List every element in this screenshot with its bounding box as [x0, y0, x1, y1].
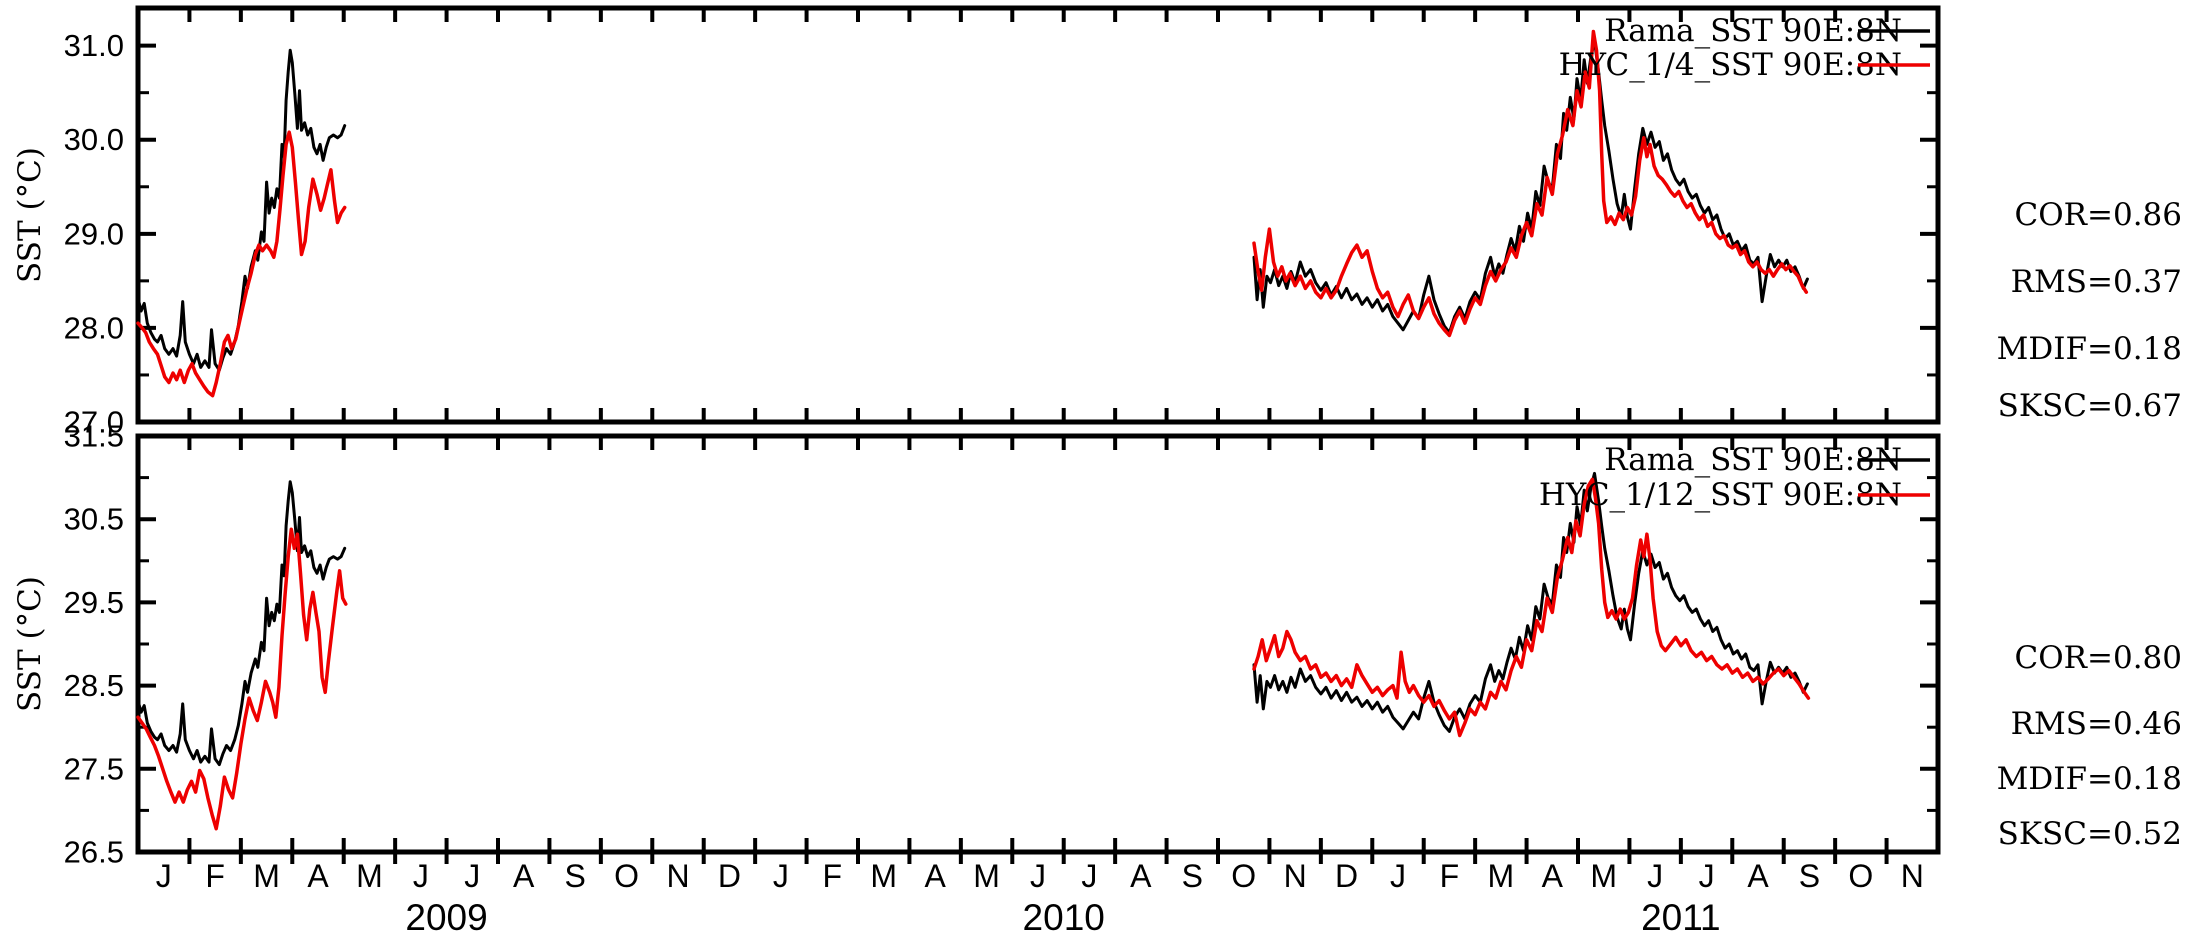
- hyc14-line-top: [1252, 29, 1809, 338]
- rama-line-bottom: [136, 480, 347, 767]
- month-tick-label: J: [464, 858, 480, 894]
- month-tick-label: F: [205, 858, 225, 894]
- month-tick-label: N: [1901, 858, 1924, 894]
- hyc112-line-bottom: [1252, 477, 1811, 738]
- stat-cor-top: COR=0.86: [2015, 197, 2182, 233]
- y-tick-label: 28.0: [64, 310, 124, 345]
- month-tick-label: A: [1130, 858, 1152, 894]
- stat-sksc-bottom: SKSC=0.52: [1998, 816, 2182, 852]
- month-tick-label: S: [564, 858, 585, 894]
- month-tick-label: M: [1590, 858, 1617, 894]
- year-label-2010: 2010: [1023, 897, 1105, 938]
- month-tick-label: O: [614, 858, 639, 894]
- y-tick-label: 31.5: [64, 419, 124, 454]
- stat-cor-bottom: COR=0.80: [2015, 640, 2182, 676]
- legend-label-rama: Rama_SST 90E:8N: [1604, 442, 1902, 478]
- y-tick-label: 29.5: [64, 585, 124, 620]
- y-axis-label: SST (°C): [12, 147, 48, 283]
- y-tick-label: 27.5: [64, 751, 124, 786]
- legend-label-rama: Rama_SST 90E:8N: [1604, 13, 1902, 49]
- y-tick-label: 29.0: [64, 216, 124, 251]
- month-tick-label: O: [1231, 858, 1256, 894]
- rama-line-bottom: [1252, 471, 1809, 733]
- stat-sksc-top: SKSC=0.67: [1998, 388, 2182, 424]
- y-tick-label: 26.5: [64, 835, 124, 870]
- hyc14-line-top: [136, 130, 347, 398]
- month-tick-label: A: [1542, 858, 1564, 894]
- year-label-2011: 2011: [1641, 897, 1721, 938]
- month-tick-label: F: [1440, 858, 1460, 894]
- month-tick-label: A: [924, 858, 946, 894]
- stat-mdif-top: MDIF=0.18: [1997, 331, 2182, 367]
- panel-bottom: 26.5 27.5 28.5 29.5 30.5 31.5 SST (°C) Rama_SST…: [12, 419, 2182, 870]
- stat-mdif-bottom: MDIF=0.18: [1997, 761, 2182, 797]
- month-tick-label: M: [870, 858, 897, 894]
- month-tick-label: D: [718, 858, 741, 894]
- month-tick-label: S: [1182, 858, 1203, 894]
- y-tick-label: 28.5: [64, 668, 124, 703]
- y-axis-label: SST (°C): [12, 576, 48, 712]
- month-tick-label: J: [156, 858, 172, 894]
- stat-rms-bottom: RMS=0.46: [2011, 706, 2182, 742]
- legend-label-hyc112: HYC_1/12_SST 90E:8N: [1539, 477, 1902, 513]
- month-tick-label: F: [823, 858, 843, 894]
- y-tick-label: 27.0: [64, 405, 124, 440]
- month-tick-label: M: [253, 858, 280, 894]
- month-tick-label: N: [1284, 858, 1307, 894]
- month-tick-label: D: [1335, 858, 1358, 894]
- year-label-2009: 2009: [405, 897, 487, 938]
- month-tick-label: J: [1030, 858, 1046, 894]
- month-tick-label: A: [513, 858, 535, 894]
- month-tick-label: J: [413, 858, 429, 894]
- y-tick-label: 30.0: [64, 122, 124, 157]
- hyc112-line-bottom: [136, 527, 348, 831]
- rama-line-top: [136, 48, 347, 372]
- month-tick-label: J: [1390, 858, 1406, 894]
- month-tick-label: N: [666, 858, 689, 894]
- month-tick-label: J: [1081, 858, 1097, 894]
- month-tick-label: M: [1488, 858, 1515, 894]
- month-tick-label: J: [1647, 858, 1663, 894]
- stat-rms-top: RMS=0.37: [2011, 264, 2182, 300]
- month-tick-label: M: [973, 858, 1000, 894]
- month-tick-label: A: [1747, 858, 1769, 894]
- month-tick-label: J: [1699, 858, 1715, 894]
- legend-label-hyc14: HYC_1/4_SST 90E:8N: [1559, 47, 1902, 83]
- month-tick-label: M: [356, 858, 383, 894]
- month-tick-label: S: [1799, 858, 1820, 894]
- y-tick-label: 31.0: [64, 28, 124, 63]
- month-tick-label: O: [1848, 858, 1873, 894]
- panel-top: 27.0 28.0 29.0 30.0 31.0 SST (°C) Rama_SST 90E…: [12, 5, 2182, 440]
- month-tick-label: A: [307, 858, 329, 894]
- y-tick-label: 30.5: [64, 502, 124, 537]
- panel-frame: [135, 5, 1941, 425]
- month-tick-label: J: [773, 858, 789, 894]
